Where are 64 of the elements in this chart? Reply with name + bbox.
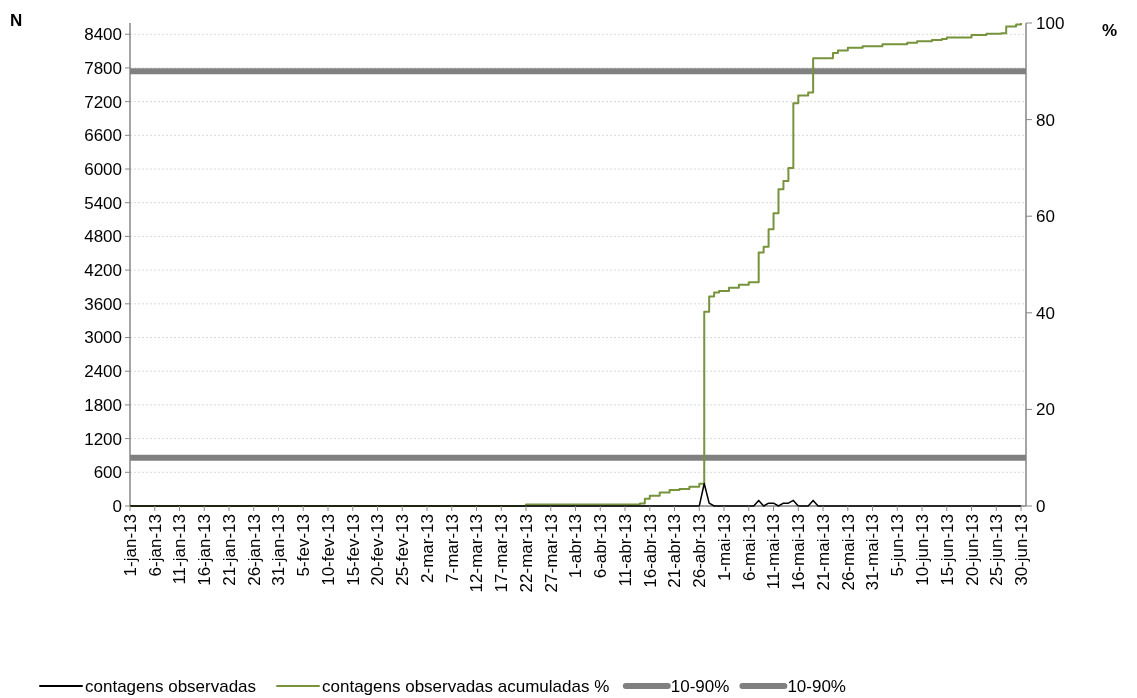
x-tick-label: 26-jan-13 [244,514,264,586]
legend-label: 10-90% [787,676,847,696]
y-tick-label: 0 [112,496,122,516]
x-tick-label: 6-abr-13 [591,514,611,579]
x-tick-label: 22-mar-13 [516,514,536,593]
x-tick-label: 25-fev-13 [393,514,413,586]
x-tick-label: 7-mar-13 [442,514,462,583]
y-tick-label: 4800 [84,227,122,247]
x-tick-label: 1-jan-13 [120,514,140,577]
x-tick-label: 31-mai-13 [863,514,883,591]
y-tick-label: 1200 [84,429,122,449]
y-tick-label: 6000 [84,159,122,179]
x-tick-label: 31-jan-13 [269,514,289,586]
x-tick-label: 30-jun-13 [1012,514,1031,586]
x-tick-label: 12-mar-13 [467,514,487,593]
x-tick-label: 26-abr-13 [690,514,710,588]
x-tick-label: 5-jun-13 [888,514,908,577]
legend-label: contagens observadas acumuladas % [322,676,610,696]
y-tick-label: 7800 [84,58,122,78]
x-tick-label: 20-jun-13 [962,514,982,586]
y-tick-label: 3600 [84,294,122,314]
legend-label: 10-90% [670,676,730,696]
y2-tick-label: 80 [1036,110,1055,130]
legend-label: contagens observadas [85,676,257,696]
x-tick-label: 6-mai-13 [739,514,759,582]
x-tick-label: 27-mar-13 [541,514,561,593]
x-tick-label: 1-abr-13 [566,514,586,579]
x-tick-label: 6-jan-13 [145,514,165,577]
x-tick-label: 10-jun-13 [912,514,932,586]
x-tick-label: 17-mar-13 [492,514,512,593]
y2-tick-label: 40 [1036,303,1055,323]
y2-tick-label: 20 [1036,400,1055,420]
x-tick-label: 1-mai-13 [714,514,734,582]
y-tick-label: 7200 [84,92,122,112]
y-tick-label: 1800 [84,395,122,415]
x-tick-label: 26-mai-13 [838,514,858,591]
y2-tick-label: 100 [1036,13,1065,33]
x-tick-label: 16-jan-13 [195,514,215,586]
x-tick-label: 15-fev-13 [343,514,363,586]
y-tick-label: 2400 [84,362,122,382]
y2-axis-title: % [1102,21,1118,40]
x-tick-label: 16-abr-13 [640,514,660,588]
y-tick-label: 3000 [84,328,122,348]
x-tick-label: 21-mai-13 [813,514,833,591]
x-tick-label: 21-jan-13 [219,514,239,586]
x-tick-label: 25-jun-13 [987,514,1007,586]
x-tick-label: 15-jun-13 [937,514,957,586]
x-tick-label: 20-fev-13 [368,514,388,586]
y-axis-title: N [10,11,23,30]
y-tick-label: 4200 [84,261,122,281]
x-tick-label: 2-mar-13 [417,514,437,583]
x-tick-label: 11-mai-13 [764,514,784,590]
y-tick-label: 5400 [84,193,122,213]
y-tick-label: 600 [93,463,122,483]
x-tick-label: 5-fev-13 [294,514,314,577]
y2-tick-label: 0 [1036,496,1046,516]
x-tick-label: 16-mai-13 [789,514,809,591]
x-tick-label: 10-fev-13 [318,514,338,586]
y-tick-label: 8400 [84,25,122,45]
y2-tick-label: 60 [1036,207,1055,227]
x-tick-label: 21-abr-13 [665,514,685,588]
x-tick-label: 11-jan-13 [170,514,190,585]
y-tick-label: 6600 [84,126,122,146]
x-tick-label: 11-abr-13 [615,514,635,587]
